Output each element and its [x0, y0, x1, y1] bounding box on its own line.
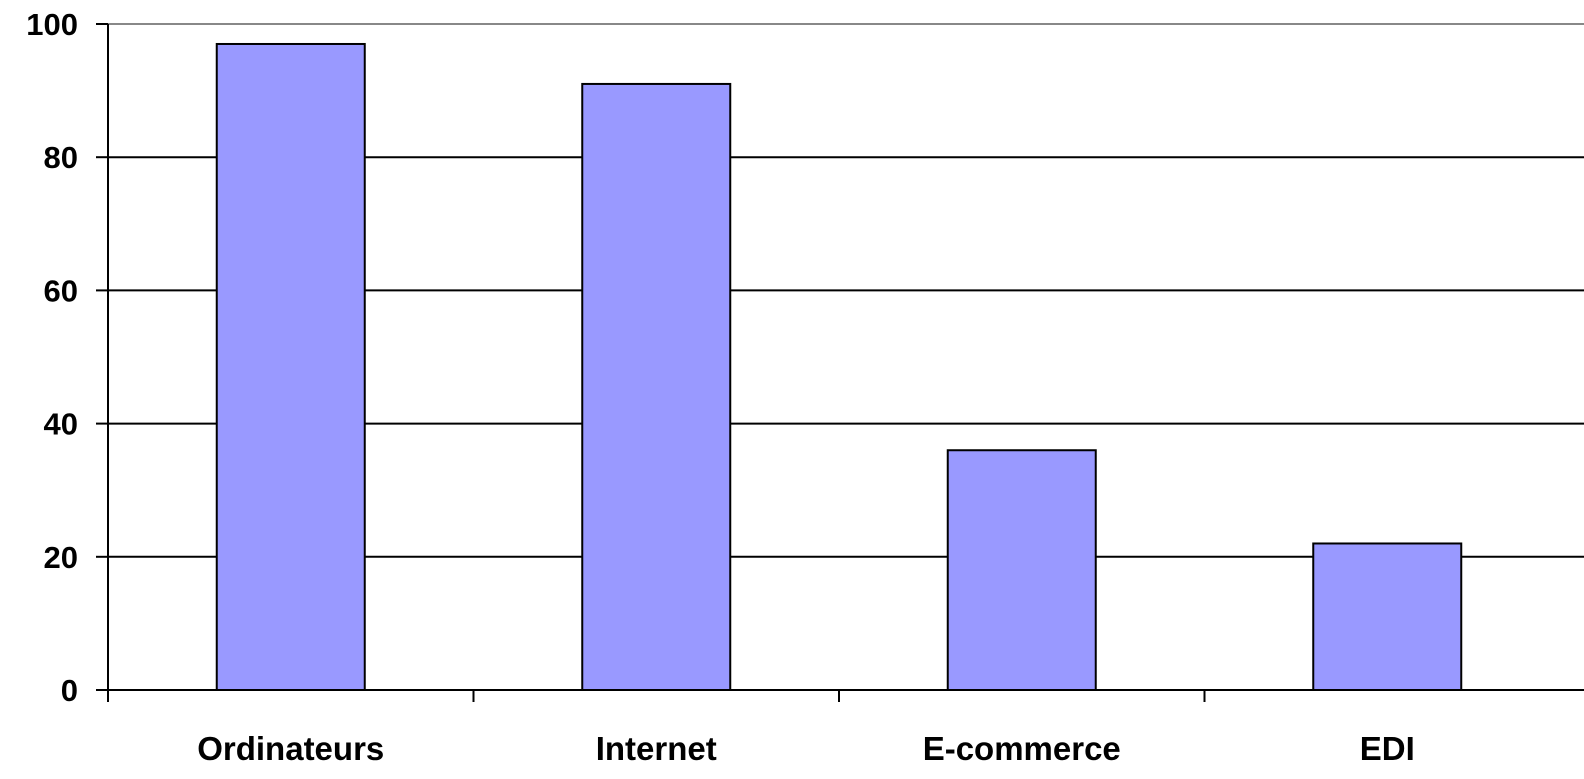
- bars: [215, 42, 1463, 692]
- x-tick-labels: Ordinateurs Internet E-commerce EDI: [197, 730, 1415, 767]
- axes: [96, 23, 1584, 702]
- y-tick-label: 20: [44, 540, 78, 575]
- x-tick-label: Internet: [596, 730, 717, 767]
- bar-edi: [1312, 542, 1463, 691]
- y-tick-label: 100: [26, 7, 78, 42]
- x-tick-label: EDI: [1360, 730, 1415, 767]
- y-tick-label: 80: [44, 140, 78, 175]
- y-tick-labels: 0 20 40 60 80 100: [26, 7, 78, 708]
- y-tick-label: 0: [61, 673, 78, 708]
- bar-internet: [581, 82, 732, 691]
- bar-ordinateurs: [215, 42, 366, 692]
- bar-e-commerce: [946, 449, 1097, 691]
- x-tick-label: Ordinateurs: [197, 730, 384, 767]
- x-tick-label: E-commerce: [923, 730, 1121, 767]
- y-tick-label: 60: [44, 273, 78, 308]
- y-tick-label: 40: [44, 407, 78, 442]
